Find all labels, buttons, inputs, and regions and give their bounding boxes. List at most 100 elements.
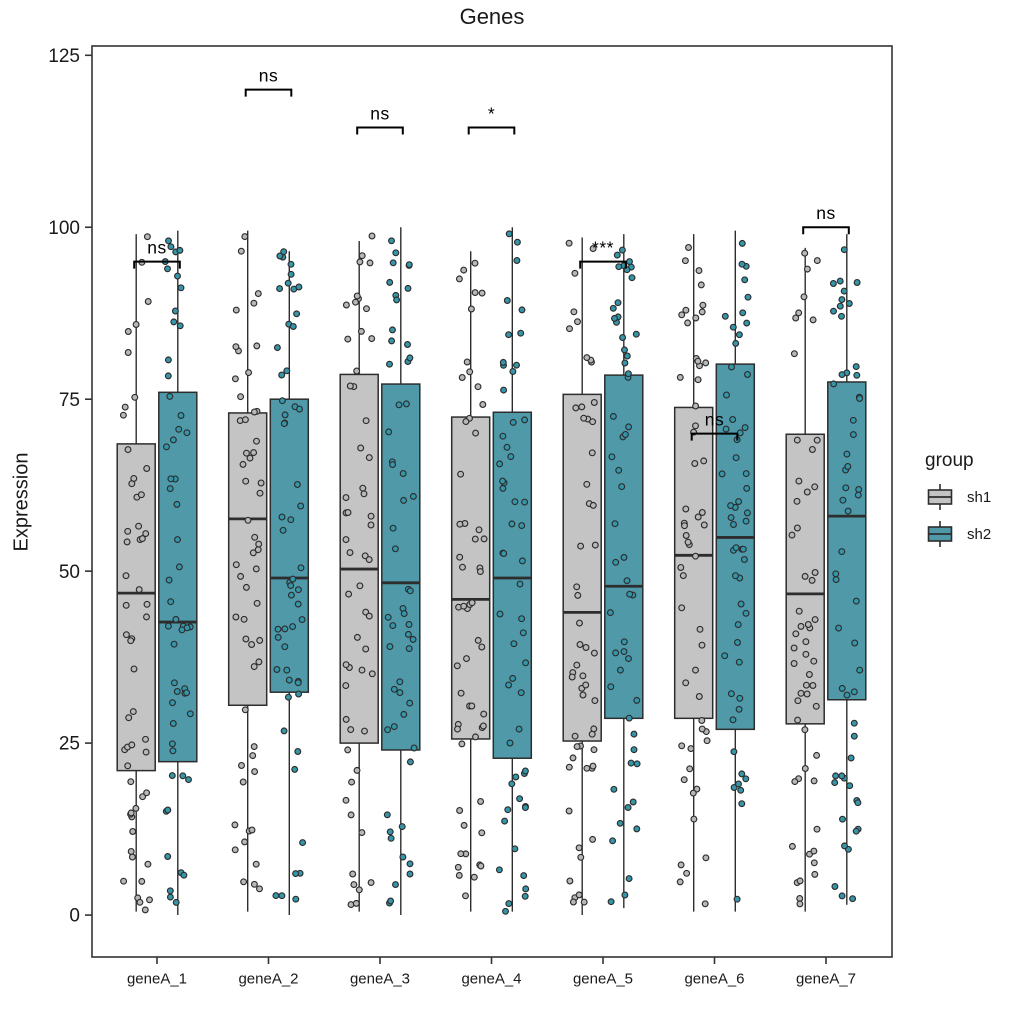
point [173,500,181,508]
significance-label: ns [147,238,166,258]
point [743,484,751,492]
point [141,906,149,914]
point [681,522,688,530]
point [801,726,809,734]
point [740,556,748,563]
point [732,544,740,552]
points-geneA_1-sh2 [161,237,194,906]
point [404,341,411,348]
point [573,743,581,751]
point [739,545,747,553]
point [736,694,744,702]
point [138,877,146,885]
point [518,306,526,314]
point [692,314,700,322]
point [479,722,487,730]
point [835,624,843,632]
points-geneA_2-sh2 [272,248,307,903]
x-tick-label: geneA_6 [684,970,744,987]
point [383,811,391,819]
point [625,655,632,663]
boxplot-geneA_4-sh2 [492,227,533,912]
point [359,484,367,492]
point [845,300,853,307]
point [386,278,394,286]
boxplot-geneA_7-sh2 [827,234,867,905]
point [797,622,805,630]
points-geneA_7-sh1 [788,249,821,908]
point [803,265,811,273]
point [518,615,526,623]
point [810,847,818,855]
point [344,509,352,516]
point [842,484,850,492]
point [849,431,857,439]
point [287,582,295,590]
point [142,530,150,538]
point [808,446,816,453]
point [396,689,404,697]
point [166,392,174,400]
point [342,715,350,723]
point [609,412,617,420]
point [120,877,128,885]
point [477,862,485,870]
point [836,277,844,285]
significance-bracket [356,126,404,135]
point [811,483,819,491]
legend: group sh1 sh2 [925,450,991,556]
point [478,829,486,837]
y-tick-label: 25 [59,734,80,755]
point [297,502,305,510]
point [613,251,621,259]
point [521,804,529,812]
point [735,331,743,339]
point [809,682,817,689]
point [136,898,144,906]
point [175,563,183,571]
point [128,480,136,488]
point [621,359,629,367]
boxplot-geneA_1-sh2 [158,230,198,916]
point [830,307,837,315]
point [676,373,684,381]
point [743,319,751,327]
point [250,449,258,457]
point [499,432,507,440]
point [250,880,258,888]
point [246,454,254,462]
point [628,274,636,282]
point [795,477,803,485]
point [385,428,393,436]
significance-bracket [802,226,850,235]
point [697,281,705,289]
point [795,309,803,317]
point [831,883,839,890]
point [278,397,286,405]
point [692,422,699,430]
point [803,690,811,698]
box [158,391,198,763]
point [457,470,465,478]
point [388,237,395,245]
point [738,770,746,778]
point [478,643,486,651]
point [342,661,350,669]
point [618,483,626,491]
point [797,689,805,697]
point [590,399,598,406]
point [278,513,286,521]
point [853,279,861,286]
point [256,489,264,497]
point [496,460,504,468]
point [142,748,150,756]
point [791,778,799,786]
point [508,520,516,528]
significance-label: ns [370,104,389,124]
point [565,763,573,771]
point [174,272,181,280]
point [678,742,686,750]
point [179,772,187,780]
point [615,466,623,474]
